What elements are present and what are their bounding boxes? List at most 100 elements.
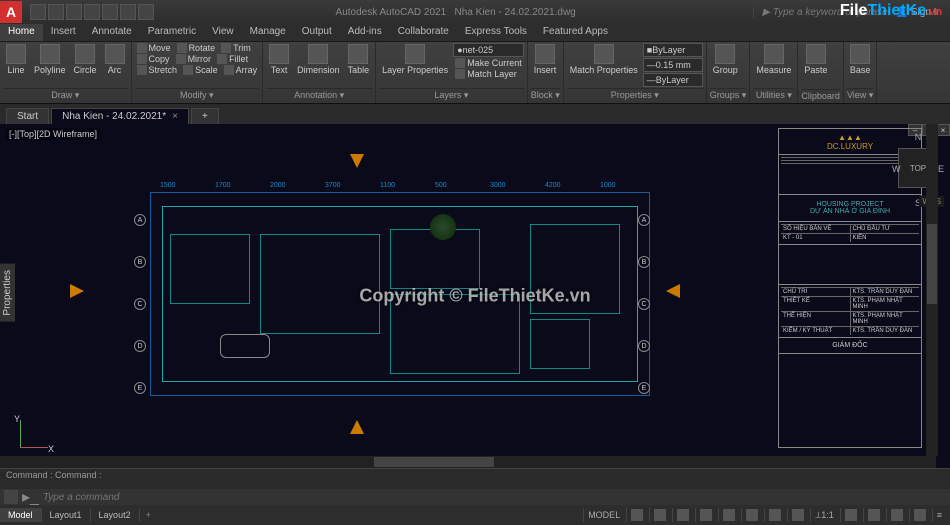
properties-palette-tab[interactable]: Properties [0,264,15,322]
new-tab-button[interactable]: + [191,108,219,124]
model-space-button[interactable]: MODEL [583,508,624,522]
lineweight-toggle[interactable] [764,508,785,522]
insert-button[interactable]: Insert [531,43,560,76]
snap-toggle[interactable] [649,508,670,522]
ribbon-tab-view[interactable]: View [204,24,242,41]
ribbon: LinePolylineCircleArc Draw ▾ MoveRotateT… [0,42,950,104]
layout-tab-layout1[interactable]: Layout1 [42,508,91,522]
file-tab[interactable]: Nha Kien - 24.02.2021*× [51,108,189,124]
grid-bubble: A [638,214,650,226]
match-layer-button[interactable]: Match Layer [453,69,524,79]
transparency-toggle[interactable] [787,508,808,522]
fillet-button[interactable]: Fillet [215,54,250,64]
ribbon-tab-express-tools[interactable]: Express Tools [457,24,535,41]
grid-bubble: E [638,382,650,394]
panel-title[interactable]: Draw ▾ [3,88,128,102]
text-button[interactable]: Text [266,43,292,76]
mirror-button[interactable]: Mirror [174,54,214,64]
color-combo[interactable]: ■ ByLayer [643,43,703,57]
qat-new-icon[interactable] [30,4,46,20]
match-properties-button[interactable]: Match Properties [567,43,641,76]
quick-access-toolbar [26,4,158,20]
dimension-text: 1100 [380,182,395,189]
trim-button[interactable]: Trim [219,43,253,53]
layout-tab-layout2[interactable]: Layout2 [91,508,140,522]
layer-properties-button[interactable]: Layer Properties [379,43,451,76]
panel-title[interactable]: Annotation ▾ [266,88,372,102]
panel-title[interactable]: Modify ▾ [135,88,260,102]
app-logo: A [0,1,22,23]
panel-title[interactable]: Clipboard [801,89,840,102]
annotation-monitor[interactable] [863,508,884,522]
qat-saveas-icon[interactable] [84,4,100,20]
base-button[interactable]: Base [847,43,874,76]
copy-button[interactable]: Copy [135,54,172,64]
array-button[interactable]: Array [222,65,260,75]
qat-save-icon[interactable] [66,4,82,20]
group-button[interactable]: Group [710,43,741,76]
dimension-text: 1700 [215,182,231,189]
linetype-combo[interactable]: — ByLayer [643,73,703,87]
workspace-switch[interactable] [840,508,861,522]
dimension-button[interactable]: Dimension [294,43,343,76]
viewport-controls[interactable]: [-][Top][2D Wireframe] [6,128,100,140]
grid-toggle[interactable] [626,508,647,522]
arc-button[interactable]: Arc [102,43,128,76]
title-text: Autodesk AutoCAD 2021 Nha Kien - 24.02.2… [158,7,753,18]
scale-button[interactable]: Scale [181,65,220,75]
qat-open-icon[interactable] [48,4,64,20]
add-layout-button[interactable]: + [140,510,157,520]
polyline-button[interactable]: Polyline [31,43,69,76]
layout-tab-model[interactable]: Model [0,508,42,522]
panel-title[interactable]: Groups ▾ [710,88,747,102]
stretch-button[interactable]: Stretch [135,65,180,75]
grid-bubble: B [134,256,146,268]
qat-undo-icon[interactable] [120,4,136,20]
ribbon-tab-add-ins[interactable]: Add-ins [340,24,390,41]
annotation-scale[interactable]: ⟂ 1:1 [810,508,838,522]
ribbon-tab-manage[interactable]: Manage [242,24,294,41]
dimension-text: 4200 [545,182,561,189]
ribbon-tab-parametric[interactable]: Parametric [140,24,204,41]
panel-title[interactable]: Layers ▾ [379,88,524,102]
ribbon-tab-collaborate[interactable]: Collaborate [390,24,457,41]
command-prompt-icon[interactable] [4,490,18,504]
dimension-text: 3700 [325,182,341,189]
ribbon-tab-home[interactable]: Home [0,24,43,41]
polar-toggle[interactable] [695,508,716,522]
clean-screen[interactable] [909,508,930,522]
panel-title[interactable]: Block ▾ [531,88,560,102]
isolate-objects[interactable] [886,508,907,522]
measure-button[interactable]: Measure [753,43,794,76]
ribbon-tab-insert[interactable]: Insert [43,24,84,41]
qat-redo-icon[interactable] [138,4,154,20]
ortho-toggle[interactable] [672,508,693,522]
rotate-button[interactable]: Rotate [175,43,218,53]
ribbon-tab-output[interactable]: Output [294,24,340,41]
line-button[interactable]: Line [3,43,29,76]
drawing-viewport[interactable]: –□× [-][Top][2D Wireframe] Properties 15… [0,124,950,468]
status-bar: ModelLayout1Layout2 + MODEL ⟂ 1:1 ≡ [0,505,950,525]
otrack-toggle[interactable] [741,508,762,522]
ribbon-tab-annotate[interactable]: Annotate [84,24,140,41]
paste-button[interactable]: Paste [801,43,830,76]
move-button[interactable]: Move [135,43,173,53]
customization-button[interactable]: ≡ [932,508,946,522]
close-icon[interactable]: × [172,111,178,122]
panel-title[interactable]: View ▾ [847,88,874,102]
panel-title[interactable]: Properties ▾ [567,88,703,102]
lineweight-combo[interactable]: — 0.15 mm [643,58,703,72]
command-input[interactable] [43,492,950,503]
circle-button[interactable]: Circle [71,43,100,76]
table-button[interactable]: Table [345,43,373,76]
file-tab[interactable]: Start [6,108,49,124]
make-current-button[interactable]: Make Current [453,58,524,68]
horizontal-scrollbar[interactable] [0,456,936,468]
section-marker-icon [70,284,84,298]
layer-combo[interactable]: ● net-025 [453,43,524,57]
osnap-toggle[interactable] [718,508,739,522]
panel-title[interactable]: Utilities ▾ [753,88,794,102]
vertical-scrollbar[interactable] [926,124,938,456]
qat-plot-icon[interactable] [102,4,118,20]
ribbon-tab-featured-apps[interactable]: Featured Apps [535,24,616,41]
